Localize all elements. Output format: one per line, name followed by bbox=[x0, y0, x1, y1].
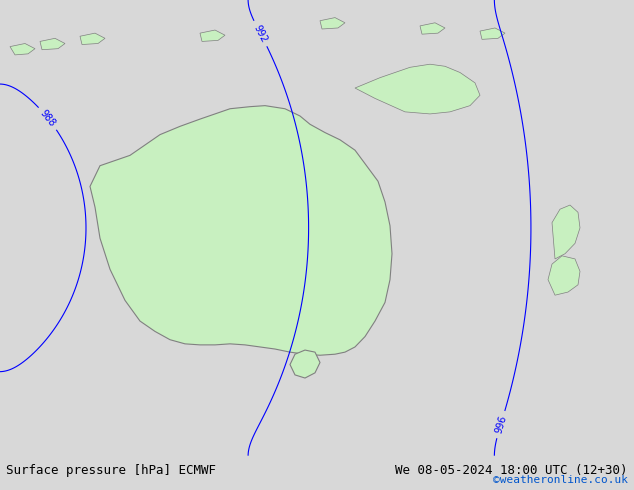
Text: 992: 992 bbox=[252, 23, 269, 44]
Polygon shape bbox=[420, 23, 445, 34]
Text: 988: 988 bbox=[38, 108, 58, 129]
Polygon shape bbox=[10, 44, 35, 55]
Polygon shape bbox=[40, 38, 65, 49]
Polygon shape bbox=[552, 205, 580, 259]
Polygon shape bbox=[200, 30, 225, 42]
Text: ©weatheronline.co.uk: ©weatheronline.co.uk bbox=[493, 475, 628, 485]
Polygon shape bbox=[548, 256, 580, 295]
Polygon shape bbox=[290, 350, 320, 378]
Text: We 08-05-2024 18:00 UTC (12+30): We 08-05-2024 18:00 UTC (12+30) bbox=[395, 464, 628, 477]
Polygon shape bbox=[80, 33, 105, 45]
Polygon shape bbox=[90, 106, 392, 355]
Polygon shape bbox=[320, 18, 345, 29]
Polygon shape bbox=[480, 28, 505, 39]
Text: 996: 996 bbox=[493, 415, 508, 435]
Polygon shape bbox=[355, 64, 480, 114]
Text: Surface pressure [hPa] ECMWF: Surface pressure [hPa] ECMWF bbox=[6, 464, 216, 477]
